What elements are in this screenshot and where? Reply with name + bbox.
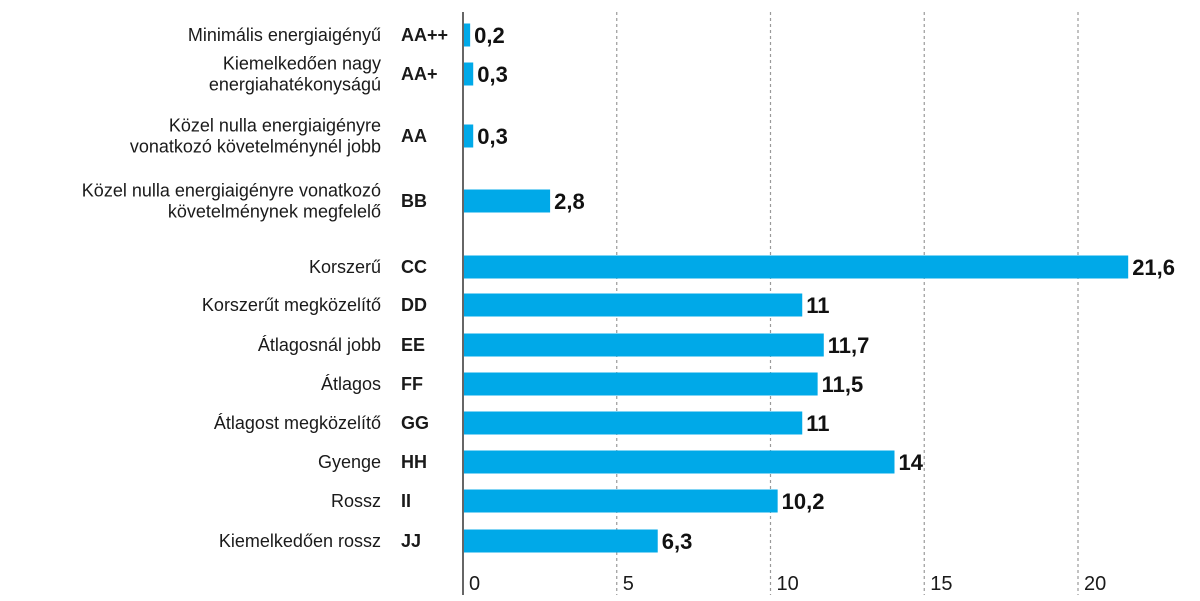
category-code: HH	[401, 452, 427, 472]
x-tick-label: 15	[930, 573, 952, 595]
data-label: 11	[806, 411, 829, 436]
bar-CC	[464, 255, 1129, 279]
category-code: EE	[401, 335, 425, 355]
x-tick-label: 5	[623, 573, 634, 595]
category-code: CC	[401, 257, 427, 277]
bar-AA+	[464, 62, 474, 86]
category-label: Közel nulla energiaigényre	[169, 116, 381, 136]
category-label: követelménynek megfelelő	[168, 202, 381, 222]
category-code: FF	[401, 374, 423, 394]
category-code: DD	[401, 295, 427, 315]
category-label: energiahatékonyságú	[209, 75, 381, 95]
x-tick-label: 10	[777, 573, 799, 595]
category-label: vonatkozó követelménynél jobb	[130, 137, 381, 157]
data-label: 0,3	[477, 62, 508, 87]
bar-BB	[464, 189, 551, 213]
data-label: 11,7	[828, 333, 870, 358]
bar-AA++	[464, 23, 471, 47]
category-label: Átlagost megközelítő	[214, 413, 381, 433]
data-label: 0,3	[477, 124, 508, 149]
category-label: Közel nulla energiaigényre vonatkozó	[82, 181, 381, 201]
bar-FF	[464, 372, 818, 396]
category-label: Rossz	[331, 491, 381, 511]
category-label: Átlagosnál jobb	[258, 335, 381, 355]
category-code: GG	[401, 413, 429, 433]
bar-GG	[464, 411, 803, 435]
x-axis-ticks: 0 5 10 15 20	[469, 573, 1106, 595]
bar-DD	[464, 293, 803, 317]
bar-AA	[464, 124, 474, 148]
category-code: JJ	[401, 531, 421, 551]
data-label: 10,2	[782, 489, 825, 514]
data-label: 11,5	[822, 372, 864, 397]
category-code: II	[401, 491, 411, 511]
category-code: AA	[401, 126, 427, 146]
category-label: Minimális energiaigényű	[188, 25, 381, 45]
data-label: 21,6	[1132, 255, 1175, 280]
bars: 0,2 0,3 0,3 2,8 21,6 11 11,7 11,5 11 14 10,2 6,3	[464, 23, 1175, 554]
category-label: Kiemelkedően nagy	[223, 54, 381, 74]
category-labels: AA++ Minimális energiaigényű AA+ Kiemelkedő…	[82, 25, 448, 551]
data-label: 0,2	[474, 23, 505, 48]
data-label: 2,8	[554, 189, 585, 214]
category-label: Átlagos	[321, 374, 381, 394]
category-label: Gyenge	[318, 452, 381, 472]
category-label: Korszerű	[309, 257, 381, 277]
bar-JJ	[464, 529, 658, 553]
bar-HH	[464, 450, 895, 474]
category-code: BB	[401, 191, 427, 211]
bar-EE	[464, 333, 824, 357]
category-label: Kiemelkedően rossz	[219, 531, 381, 551]
category-label: Korszerűt megközelítő	[202, 295, 381, 315]
data-label: 11	[806, 293, 829, 318]
category-code: AA++	[401, 25, 448, 45]
grid-lines	[462, 12, 1079, 595]
category-code: AA+	[401, 64, 438, 84]
x-tick-label: 20	[1084, 573, 1106, 595]
bar-II	[464, 489, 778, 513]
data-label: 6,3	[662, 529, 693, 554]
x-tick-label: 0	[469, 573, 480, 595]
data-label: 14	[899, 450, 924, 475]
